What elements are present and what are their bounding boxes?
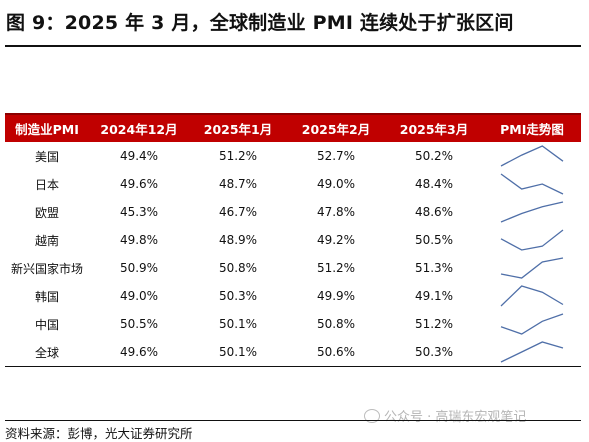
sparkline-cell (483, 254, 581, 282)
value-cell: 50.9% (119, 261, 159, 275)
sparkline-line (500, 341, 564, 363)
sparkline-line (500, 173, 564, 195)
header-cell: PMI走势图 (483, 113, 581, 142)
watermark: 公众号 · 高瑞东宏观笔记 (364, 406, 526, 425)
sparkline-chart (500, 173, 564, 195)
table-row: 中国 50.5% 50.1% 50.8% 51.2% (5, 310, 581, 338)
value-cell: 46.7% (218, 205, 258, 219)
row-label: 全球 (5, 338, 89, 367)
watermark-text: 公众号 · 高瑞东宏观笔记 (384, 410, 527, 425)
header-cell: 2025年2月 (287, 113, 385, 142)
value-cell: 50.3% (218, 289, 258, 303)
row-label: 越南 (34, 233, 59, 248)
value-cell: 50.1% (218, 317, 258, 331)
row-label: 新兴国家市场 (10, 261, 83, 276)
sparkline-cell (483, 198, 581, 226)
pmi-table: 制造业PMI 2024年12月 2025年1月 2025年2月 2025年3月 … (5, 113, 581, 367)
value-cell: 50.3% (385, 338, 483, 367)
value-cell: 49.9% (316, 289, 356, 303)
table-row: 越南 49.8% 48.9% 49.2% 50.5% (5, 226, 581, 254)
header-cell: 制造业PMI (5, 113, 89, 142)
table-header-row: 制造业PMI 2024年12月 2025年1月 2025年2月 2025年3月 … (5, 113, 581, 142)
sparkline-chart (500, 145, 564, 167)
sparkline-cell (483, 338, 581, 367)
table-row: 韩国 49.0% 50.3% 49.9% 49.1% (5, 282, 581, 310)
value-cell: 49.2% (316, 233, 356, 247)
row-label: 中国 (34, 317, 59, 332)
value-cell: 50.5% (414, 233, 454, 247)
header-cell: 2024年12月 (89, 113, 189, 142)
value-cell: 48.9% (218, 233, 258, 247)
row-label: 日本 (34, 177, 59, 192)
value-cell: 50.5% (119, 317, 159, 331)
value-cell: 49.0% (316, 177, 356, 191)
value-cell: 50.2% (414, 149, 454, 163)
table-row: 欧盟 45.3% 46.7% 47.8% 48.6% (5, 198, 581, 226)
value-cell: 47.8% (316, 205, 356, 219)
sparkline-cell (483, 170, 581, 198)
header-cell: 2025年1月 (189, 113, 287, 142)
row-label: 韩国 (34, 289, 59, 304)
value-cell: 49.4% (119, 149, 159, 163)
sparkline-line (500, 201, 564, 223)
source-note: 资料来源：彭博，光大证券研究所 (5, 426, 193, 441)
value-cell: 48.6% (414, 205, 454, 219)
sparkline-cell (483, 142, 581, 170)
value-cell: 51.3% (414, 261, 454, 275)
wechat-icon (364, 409, 380, 423)
sparkline-chart (500, 201, 564, 223)
figure-title: 图 9：2025 年 3 月，全球制造业 PMI 连续处于扩张区间 (6, 12, 514, 34)
value-cell: 51.2% (316, 261, 356, 275)
sparkline-line (500, 285, 564, 307)
sparkline-cell (483, 226, 581, 254)
value-cell: 48.4% (414, 177, 454, 191)
sparkline-line (500, 145, 564, 167)
value-cell: 51.2% (218, 149, 258, 163)
value-cell: 50.8% (218, 261, 258, 275)
value-cell: 50.6% (287, 338, 385, 367)
sparkline-cell (483, 282, 581, 310)
sparkline-chart (500, 313, 564, 335)
header-cell: 2025年3月 (385, 113, 483, 142)
table-row: 新兴国家市场 50.9% 50.8% 51.2% 51.3% (5, 254, 581, 282)
value-cell: 49.6% (119, 177, 159, 191)
sparkline-chart (500, 229, 564, 251)
sparkline-cell (483, 310, 581, 338)
title-divider (5, 45, 581, 47)
value-cell: 45.3% (119, 205, 159, 219)
sparkline-chart (500, 341, 564, 363)
value-cell: 49.1% (414, 289, 454, 303)
value-cell: 48.7% (218, 177, 258, 191)
row-label: 美国 (34, 149, 59, 164)
source-divider (5, 420, 581, 421)
sparkline-chart (500, 285, 564, 307)
value-cell: 52.7% (316, 149, 356, 163)
value-cell: 50.1% (189, 338, 287, 367)
sparkline-chart (500, 257, 564, 279)
value-cell: 49.0% (119, 289, 159, 303)
table-row: 全球 49.6% 50.1% 50.6% 50.3% (5, 338, 581, 367)
row-label: 欧盟 (34, 205, 59, 220)
sparkline-line (500, 257, 564, 279)
value-cell: 49.6% (89, 338, 189, 367)
value-cell: 51.2% (414, 317, 454, 331)
table-row: 美国 49.4% 51.2% 52.7% 50.2% (5, 142, 581, 170)
value-cell: 50.8% (316, 317, 356, 331)
table-row: 日本 49.6% 48.7% 49.0% 48.4% (5, 170, 581, 198)
sparkline-line (500, 313, 564, 335)
sparkline-line (500, 229, 564, 251)
value-cell: 49.8% (119, 233, 159, 247)
